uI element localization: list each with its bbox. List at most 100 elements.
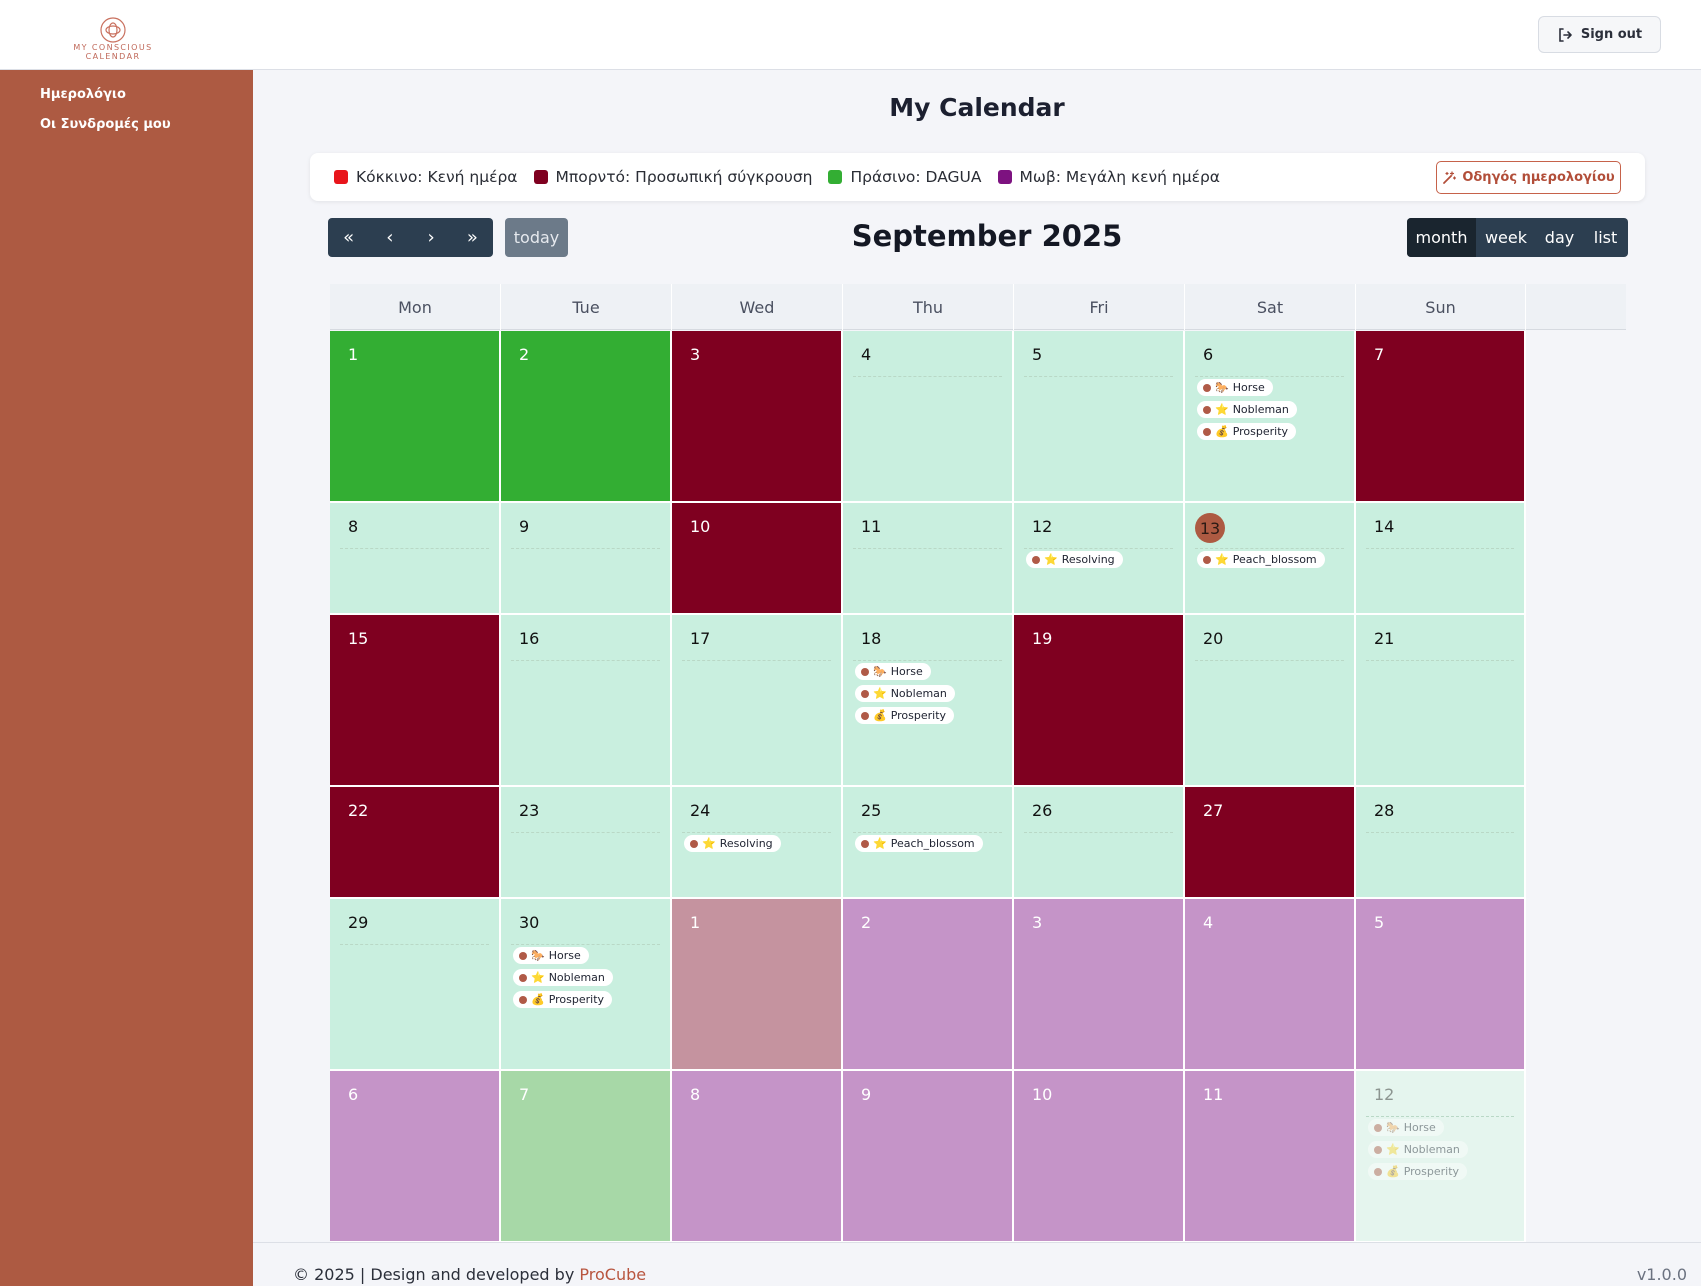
event-pill[interactable]: 💰 Prosperity [1368,1163,1468,1180]
day-number[interactable]: 10 [1032,1085,1053,1104]
prev-month-button[interactable]: ‹ [386,227,394,248]
event-pill[interactable]: 🐎 Horse [513,947,589,964]
day-cell[interactable]: 7 [1356,331,1526,503]
day-cell[interactable]: 25 ⭐ Peach_blossom [843,787,1014,899]
today-day-number[interactable]: 13 [1195,513,1225,543]
day-cell[interactable]: 28 [1356,787,1526,899]
sign-out-button[interactable]: Sign out [1538,16,1661,53]
sidebar-item-calendar[interactable]: Ημερολόγιο [40,87,126,102]
calendar-guide-button[interactable]: Οδηγός ημερολογίου [1436,161,1621,194]
day-cell[interactable]: 6 🐎 Horse ⭐ Nobleman 💰 Prosperity [1185,331,1356,503]
day-cell[interactable]: 12 ⭐ Resolving [1014,503,1185,615]
day-number[interactable]: 20 [1203,629,1224,648]
day-cell[interactable]: 19 [1014,615,1185,787]
event-pill[interactable]: 🐎 Horse [1197,379,1273,396]
day-cell[interactable]: 4 [843,331,1014,503]
event-pill[interactable]: 💰 Prosperity [855,707,955,724]
day-cell[interactable]: 6 [330,1071,501,1243]
day-cell[interactable]: 1 [330,331,501,503]
day-number[interactable]: 17 [690,629,711,648]
day-cell[interactable]: 10 [1014,1071,1185,1243]
event-pill[interactable]: 🐎 Horse [1368,1119,1444,1136]
day-number[interactable]: 3 [1032,913,1043,932]
day-number[interactable]: 28 [1374,801,1395,820]
day-cell[interactable]: 20 [1185,615,1356,787]
view-day-button[interactable]: day [1544,228,1575,247]
event-pill[interactable]: 🐎 Horse [855,663,931,680]
next-year-button[interactable]: » [466,227,478,248]
day-cell[interactable]: 13 ⭐ Peach_blossom [1185,503,1356,615]
day-cell[interactable]: 17 [672,615,843,787]
day-cell[interactable]: 8 [330,503,501,615]
day-cell[interactable]: 27 [1185,787,1356,899]
day-cell[interactable]: 11 [1185,1071,1356,1243]
day-cell[interactable]: 8 [672,1071,843,1243]
day-cell[interactable]: 7 [501,1071,672,1243]
day-number[interactable]: 2 [519,345,530,364]
day-cell[interactable]: 2 [843,899,1014,1071]
day-cell[interactable]: 4 [1185,899,1356,1071]
day-cell[interactable]: 12 🐎 Horse ⭐ Nobleman 💰 Prosperity [1356,1071,1526,1243]
procube-link[interactable]: ProCube [579,1265,647,1284]
day-number[interactable]: 27 [1203,801,1224,820]
event-pill[interactable]: ⭐ Peach_blossom [1197,551,1325,568]
day-number[interactable]: 7 [1374,345,1385,364]
day-number[interactable]: 9 [519,517,530,536]
day-number[interactable]: 15 [348,629,369,648]
day-number[interactable]: 7 [519,1085,530,1104]
day-number[interactable]: 29 [348,913,369,932]
day-number[interactable]: 8 [348,517,359,536]
day-cell[interactable]: 11 [843,503,1014,615]
event-pill[interactable]: 💰 Prosperity [1197,423,1297,440]
day-number[interactable]: 5 [1374,913,1385,932]
day-cell[interactable]: 15 [330,615,501,787]
day-number[interactable]: 12 [1032,517,1053,536]
day-cell[interactable]: 5 [1014,331,1185,503]
day-number[interactable]: 14 [1374,517,1395,536]
today-button[interactable]: today [505,218,568,257]
day-cell[interactable]: 5 [1356,899,1526,1071]
day-number[interactable]: 2 [861,913,872,932]
view-week-button[interactable]: week [1484,228,1528,247]
day-cell[interactable]: 10 [672,503,843,615]
day-cell[interactable]: 14 [1356,503,1526,615]
day-number[interactable]: 22 [348,801,369,820]
prev-year-button[interactable]: « [343,227,355,248]
day-number[interactable]: 24 [690,801,711,820]
day-number[interactable]: 26 [1032,801,1053,820]
day-number[interactable]: 12 [1374,1085,1395,1104]
day-cell[interactable]: 30 🐎 Horse ⭐ Nobleman 💰 Prosperity [501,899,672,1071]
day-number[interactable]: 6 [1203,345,1214,364]
day-number[interactable]: 11 [861,517,882,536]
day-number[interactable]: 19 [1032,629,1053,648]
day-cell[interactable]: 23 [501,787,672,899]
event-pill[interactable]: ⭐ Resolving [684,835,781,852]
day-number[interactable]: 21 [1374,629,1395,648]
event-pill[interactable]: ⭐ Nobleman [1368,1141,1468,1158]
day-cell[interactable]: 22 [330,787,501,899]
day-number[interactable]: 11 [1203,1085,1224,1104]
day-number[interactable]: 9 [861,1085,872,1104]
day-number[interactable]: 8 [690,1085,701,1104]
day-number[interactable]: 5 [1032,345,1043,364]
day-cell[interactable]: 9 [501,503,672,615]
day-number[interactable]: 4 [1203,913,1214,932]
day-cell[interactable]: 18 🐎 Horse ⭐ Nobleman 💰 Prosperity [843,615,1014,787]
day-cell[interactable]: 9 [843,1071,1014,1243]
day-cell[interactable]: 16 [501,615,672,787]
view-list-button[interactable]: list [1593,228,1618,247]
day-cell[interactable]: 26 [1014,787,1185,899]
day-cell[interactable]: 29 [330,899,501,1071]
day-number[interactable]: 4 [861,345,872,364]
day-cell[interactable]: 21 [1356,615,1526,787]
day-number[interactable]: 1 [348,345,359,364]
event-pill[interactable]: ⭐ Nobleman [513,969,613,986]
event-pill[interactable]: ⭐ Nobleman [855,685,955,702]
day-number[interactable]: 6 [348,1085,359,1104]
view-month-button[interactable]: month [1407,218,1476,257]
day-cell[interactable]: 3 [672,331,843,503]
day-number[interactable]: 25 [861,801,882,820]
day-number[interactable]: 30 [519,913,540,932]
day-cell[interactable]: 24 ⭐ Resolving [672,787,843,899]
day-cell[interactable]: 2 [501,331,672,503]
